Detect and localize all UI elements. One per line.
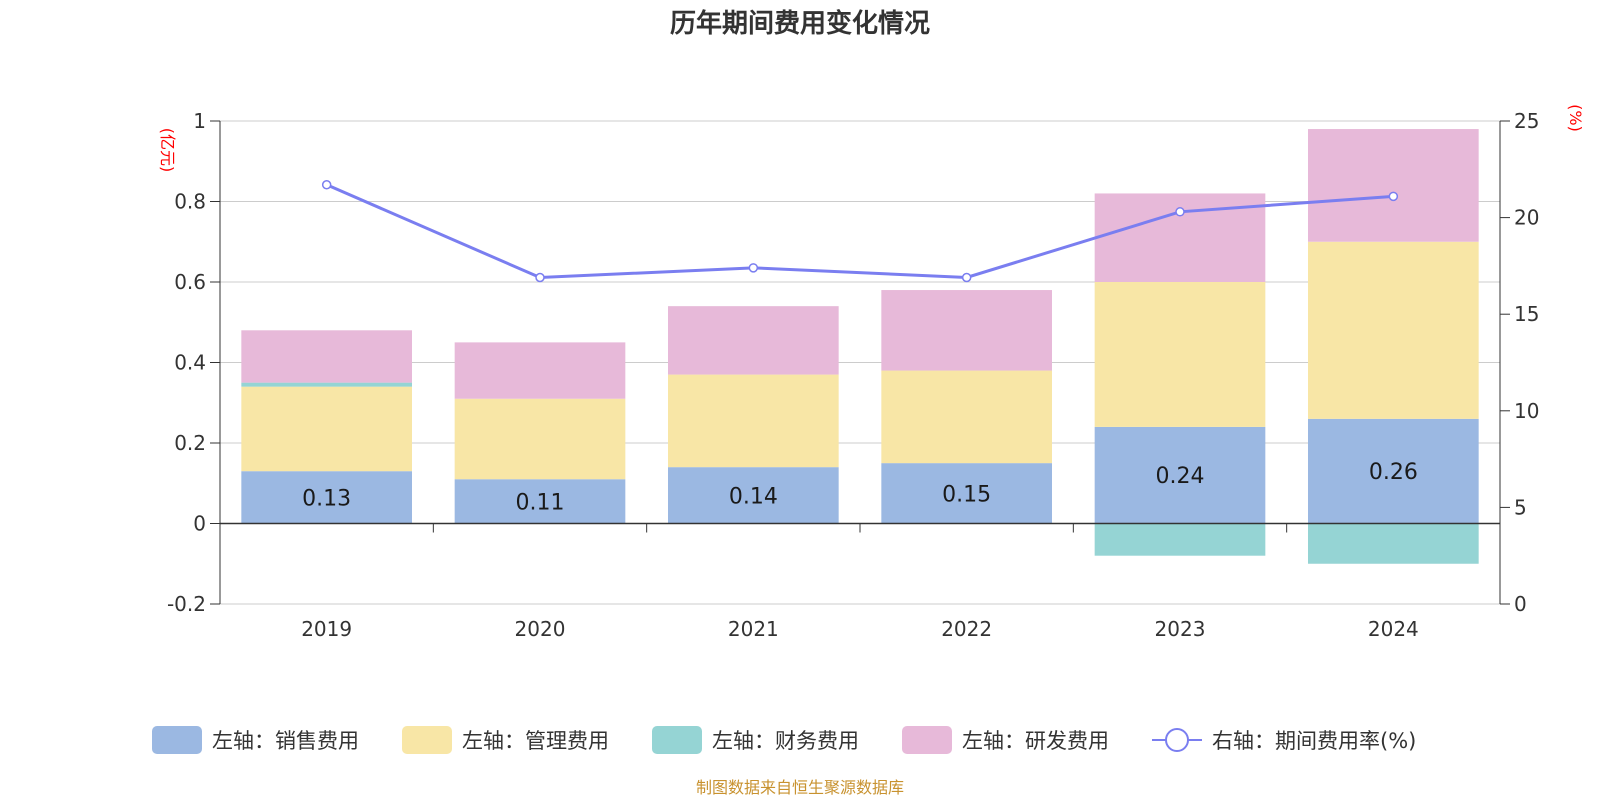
bar-segment [668, 306, 839, 375]
legend-swatch [902, 726, 952, 754]
bar-data-label: 0.24 [1156, 464, 1205, 489]
rate-line [321, 180, 1399, 283]
bar-segment [1094, 282, 1266, 427]
bar-segment [1308, 129, 1479, 242]
legend-label: 右轴：期间费用率(%) [1212, 729, 1416, 753]
legend-label: 左轴：管理费用 [462, 729, 609, 753]
axes: 1 0.8 0.6 0.4 0.2 0 -0.2 25 20 15 10 5 0 2019 2020 2021… [167, 109, 1539, 641]
bar-segment [1308, 418, 1479, 524]
bar-segment [881, 370, 1052, 464]
bar-segment [881, 463, 1052, 524]
right-tick-label: 0 [1514, 592, 1527, 616]
left-tick-label: 0.6 [174, 270, 206, 294]
rate-line-point [321, 180, 332, 190]
rate-line-path [326, 183, 1394, 280]
left-tick-label: 0.8 [174, 190, 206, 214]
bar-segment [241, 471, 412, 524]
bar-segment [1094, 426, 1266, 524]
bar-labels: 0.13 0.11 0.14 0.15 0.24 0.26 [302, 460, 1418, 515]
left-axis-unit: (亿元) [158, 128, 177, 173]
bar-segment [1308, 241, 1479, 419]
left-tick-label: -0.2 [167, 592, 206, 616]
right-tick-label: 20 [1514, 206, 1539, 230]
bar-data-label: 0.26 [1369, 460, 1418, 485]
x-tick-label: 2020 [515, 617, 566, 641]
bars [241, 129, 1479, 564]
source-note: 制图数据来自恒生聚源数据库 [696, 778, 904, 797]
x-tick-label: 2019 [301, 617, 352, 641]
bar-data-label: 0.15 [942, 482, 991, 507]
bar-segment [454, 479, 626, 524]
legend-swatch [402, 726, 452, 754]
bar-data-label: 0.13 [302, 486, 351, 511]
legend-label: 左轴：销售费用 [212, 729, 359, 753]
right-tick-label: 10 [1514, 399, 1539, 423]
bar-segment [241, 330, 412, 383]
bar-segment [1094, 523, 1266, 556]
rate-line-point [1388, 191, 1399, 202]
right-tick-label: 25 [1514, 109, 1539, 133]
legend-swatch [652, 726, 702, 754]
left-tick-label: 1 [193, 109, 206, 133]
bar-segment [454, 342, 626, 399]
bar-segment [668, 374, 839, 468]
bar-segment [668, 467, 839, 524]
x-tick-label: 2023 [1155, 617, 1206, 641]
x-tick-label: 2022 [941, 617, 992, 641]
legend-swatch [152, 726, 202, 754]
bar-data-label: 0.14 [729, 484, 778, 509]
legend-label: 左轴：研发费用 [962, 729, 1109, 753]
right-axis-unit: (%) [1566, 104, 1585, 132]
rate-line-point [961, 272, 972, 283]
left-tick-label: 0.2 [174, 431, 206, 455]
legend-label: 左轴：财务费用 [712, 729, 859, 753]
legend-marker [1165, 728, 1189, 752]
x-tick-label: 2024 [1368, 617, 1419, 641]
legend: 左轴：销售费用 左轴：管理费用 左轴：财务费用 左轴：研发费用 右轴：期间费用率(%) [152, 726, 1416, 754]
bar-segment [241, 382, 412, 387]
bar-segment [454, 398, 626, 480]
rate-line-point [1175, 207, 1185, 217]
grid-lines [220, 120, 1500, 605]
bar-data-label: 0.11 [516, 490, 565, 515]
bar-segment [1308, 523, 1479, 564]
left-tick-label: 0.4 [174, 351, 206, 375]
right-tick-label: 15 [1514, 302, 1539, 326]
bar-segment [881, 290, 1052, 371]
right-tick-label: 5 [1514, 495, 1527, 519]
rate-line-point [535, 272, 545, 283]
x-tick-label: 2021 [728, 617, 779, 641]
left-tick-label: 0 [193, 512, 206, 536]
rate-line-point [748, 263, 759, 273]
bar-segment [241, 386, 412, 472]
chart-title: 历年期间费用变化情况 [670, 8, 930, 39]
